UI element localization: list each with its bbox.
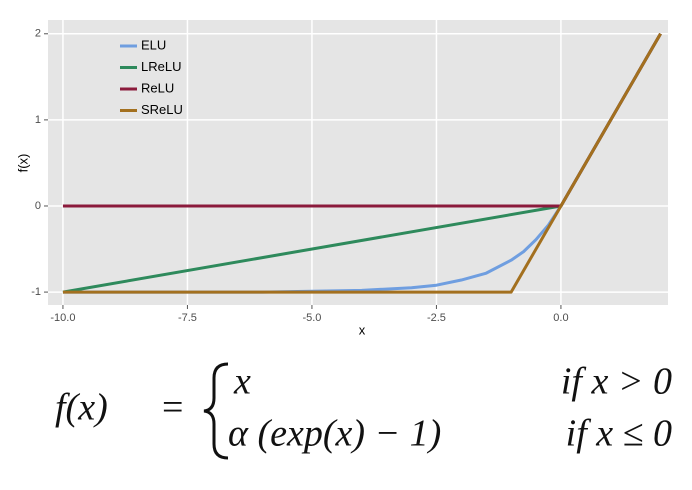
series-line <box>62 33 662 294</box>
x-tick-label: 0.0 <box>553 312 568 324</box>
legend-label: ReLU <box>141 80 174 95</box>
y-axis-title: f(x) <box>15 154 30 173</box>
brace <box>203 362 229 460</box>
legend-label: SReLU <box>141 102 183 117</box>
y-tick-label: 1 <box>35 114 41 126</box>
x-tick-label: -2.5 <box>427 312 446 324</box>
legend-label: ELU <box>141 37 166 52</box>
x-tick-label: -5.0 <box>302 312 321 324</box>
case-expr: x <box>233 361 251 403</box>
formula-lhs: f(x) <box>55 387 108 429</box>
case-cond: if x > 0 <box>561 361 672 403</box>
case-expr: α (exp(x) − 1) <box>228 413 441 455</box>
case-cond: if x ≤ 0 <box>566 413 672 455</box>
plot-panel <box>48 20 668 305</box>
formula: f(x) = x if x > 0 α (exp(x) − 1) if x ≤ … <box>55 361 672 460</box>
legend-label: LReLU <box>141 59 181 74</box>
x-axis-title: x <box>359 322 366 337</box>
formula-equals: = <box>162 387 183 429</box>
y-tick-label: 0 <box>35 200 41 212</box>
y-tick-label: -1 <box>31 286 41 298</box>
x-tick-label: -7.5 <box>178 312 197 324</box>
x-tick-label: -10.0 <box>50 312 75 324</box>
y-tick-label: 2 <box>35 28 41 40</box>
